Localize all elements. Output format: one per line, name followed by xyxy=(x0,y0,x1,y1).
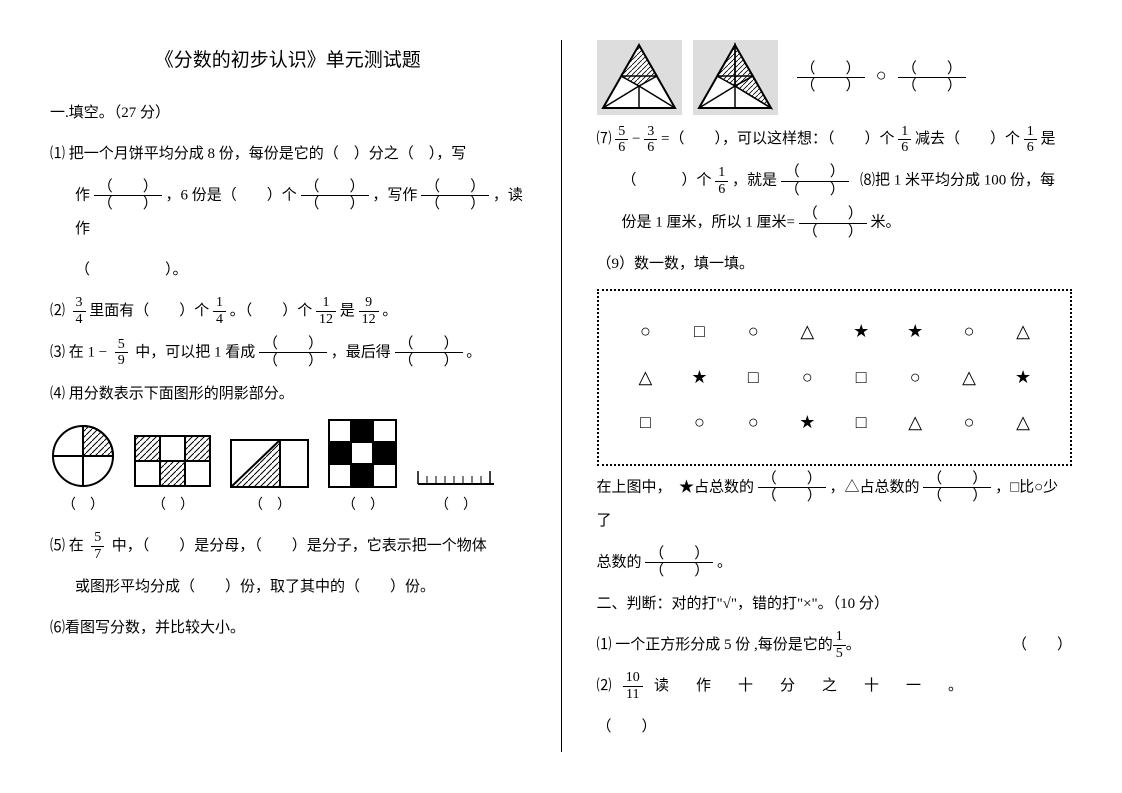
q1-line3: （ ）。 xyxy=(50,254,526,287)
q4: ⑷ 用分数表示下面图形的阴影部分。 xyxy=(50,378,526,411)
s2-q2-blank: （ ） xyxy=(597,711,1073,744)
triangle2-icon xyxy=(693,40,778,115)
q9-text2: 总数的 （ ）（ ） 。 xyxy=(597,546,1073,580)
s2-q1: ⑴ 一个正方形分成 5 份 ,每份是它的15。 （ ） xyxy=(597,629,1073,662)
q1-line1: ⑴ 把一个月饼平均分成 8 份，每份是它的（ ）分之（ ），写 xyxy=(50,138,526,171)
triangle1-icon xyxy=(597,40,682,115)
title: 《分数的初步认识》单元测试题 xyxy=(50,40,526,82)
q6: ⑹看图写分数，并比较大小。 xyxy=(50,612,526,645)
fig-circle: （ ） xyxy=(50,423,116,522)
q1-line2: 作 （ ）（ ） ，6 份是（ ）个 （ ）（ ） ，写作 （ ）（ ） ，读作 xyxy=(50,179,526,246)
q8-line: 份是 1 厘米，所以 1 厘米= （ ）（ ） 米。 xyxy=(597,206,1073,240)
q9: （9）数一数，填一填。 xyxy=(597,248,1073,281)
fig-grid1: （ ） xyxy=(134,435,212,522)
q5-line2: 或图形平均分成（ ）份，取了其中的（ ）份。 xyxy=(50,571,526,604)
column-divider xyxy=(561,40,562,752)
q9-text1: 在上图中， ★占总数的 （ ）（ ） ，△占总数的 （ ）（ ） ，□比○少了 xyxy=(597,471,1073,538)
section2-heading: 二、判断：对的打"√"，错的打"×"。（10 分） xyxy=(597,588,1073,621)
s2-q2: ⑵ 1011 读 作 十 分 之 十 一 。 xyxy=(597,670,1073,703)
q2: ⑵ 34 里面有（ ）个 14 。（ ）个 112 是 912 。 xyxy=(50,295,526,328)
q9-symbol-box: ○□○△★★○△ △★□○□○△★ □○○★□△○△ xyxy=(597,289,1073,466)
fig-rect-tri: （ ） xyxy=(230,439,310,522)
q3: ⑶ 在 1 − 59 中，可以把 1 看成 （ ）（ ） ，最后得 （ ）（ ）… xyxy=(50,336,526,370)
q6-figures: （ ）（ ） ○ （ ）（ ） xyxy=(597,40,1073,115)
q7-line1: ⑺ 56 − 36 =（ ），可以这样想：（ ）个 16 减去（ ）个 16 是 xyxy=(597,123,1073,156)
fig-grid2: （ ） xyxy=(328,419,398,522)
q4-figures: （ ） （ ） （ ） （ ） （ ） xyxy=(50,419,526,522)
section1-heading: 一.填空。（27 分） xyxy=(50,97,526,130)
q5-line1: ⑸ 在 57 中，（ ）是分母，（ ）是分子，它表示把一个物体 xyxy=(50,530,526,563)
q7-line2: （ ）个 16 ，就是 （ ）（ ） ⑻把 1 米平均分成 100 份，每 xyxy=(597,164,1073,198)
fig-ruler: （ ） xyxy=(416,459,496,522)
